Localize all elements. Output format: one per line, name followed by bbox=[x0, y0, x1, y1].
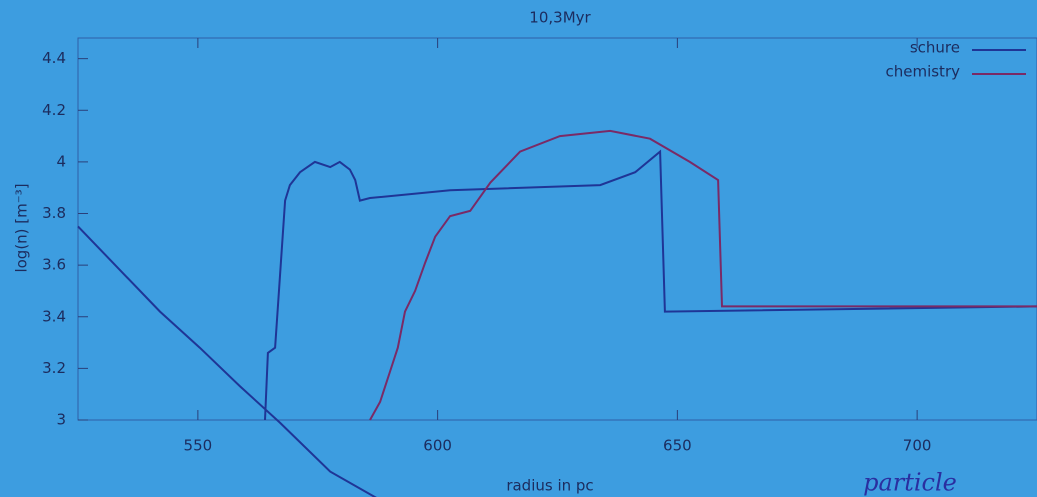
y-tick-label: 3.4 bbox=[42, 307, 66, 325]
series-line bbox=[77, 225, 377, 497]
legend-label: schure bbox=[910, 39, 960, 57]
y-tick-label: 4.2 bbox=[42, 101, 66, 119]
y-tick-label: 3 bbox=[56, 411, 66, 429]
y-tick-label: 4.4 bbox=[42, 49, 66, 67]
series-line bbox=[264, 149, 1037, 421]
plot-frame bbox=[77, 37, 1037, 421]
annotation: particle bbox=[863, 469, 957, 497]
chart-title: 10,3Myr bbox=[529, 9, 591, 27]
y-axis-label: log(n) [m⁻³] bbox=[13, 183, 31, 272]
y-tick-label: 3.6 bbox=[42, 256, 66, 274]
y-tick-label: 3.8 bbox=[42, 204, 66, 222]
y-tick-label: 3.2 bbox=[42, 359, 66, 377]
x-tick-label: 550 bbox=[184, 437, 213, 455]
x-axis-label: radius in pc bbox=[506, 477, 593, 495]
x-tick-label: 600 bbox=[423, 437, 452, 455]
x-tick-label: 650 bbox=[663, 437, 692, 455]
x-tick-label: 700 bbox=[903, 437, 932, 455]
y-tick-label: 4 bbox=[56, 152, 66, 170]
legend-label: chemistry bbox=[885, 63, 960, 81]
series-line bbox=[369, 129, 1037, 421]
